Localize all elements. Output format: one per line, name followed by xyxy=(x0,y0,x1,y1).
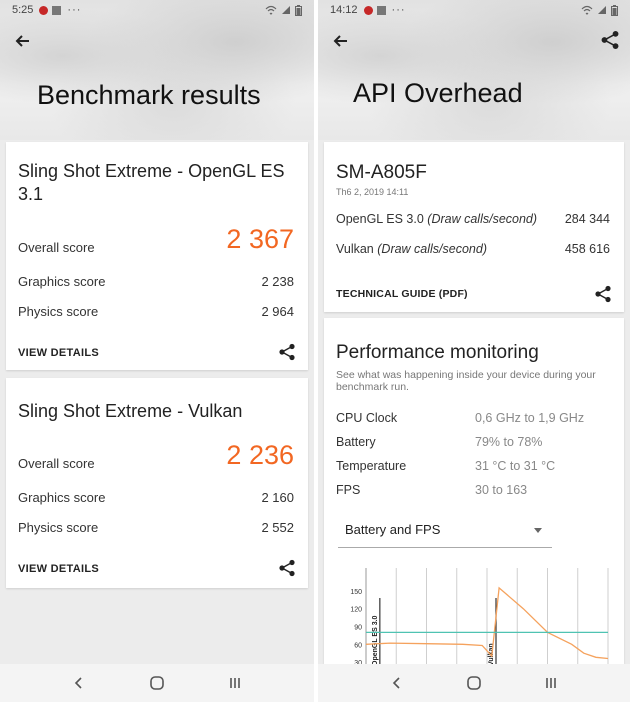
performance-monitoring-card: Performance monitoring See what was happ… xyxy=(324,318,624,668)
status-right-icons xyxy=(265,4,302,16)
right-screen: 14:12 ··· API Overhead SM-A805F Th6 2, 2… xyxy=(318,0,630,702)
screen-divider xyxy=(314,0,318,702)
status-bar: 14:12 ··· xyxy=(318,0,630,20)
battery-icon xyxy=(295,4,302,16)
physics-score-value: 2 552 xyxy=(261,520,294,535)
technical-guide-link[interactable]: TECHNICAL GUIDE (PDF) xyxy=(336,288,468,300)
image-icon xyxy=(376,5,386,15)
physics-score-label: Physics score xyxy=(18,520,99,535)
y-tick-label: 30 xyxy=(354,660,362,667)
test-date: Th6 2, 2019 14:11 xyxy=(336,187,409,197)
y-tick-label: 60 xyxy=(354,642,362,649)
share-icon[interactable] xyxy=(594,285,612,303)
metric-label: FPS xyxy=(336,483,361,497)
physics-score-row: Physics score 2 552 xyxy=(18,520,294,535)
wifi-icon xyxy=(265,5,277,15)
api-name: Vulkan xyxy=(336,242,374,256)
view-details-button[interactable]: VIEW DETAILS xyxy=(18,347,100,359)
graphics-score-row: Graphics score 2 160 xyxy=(18,490,294,505)
graphics-score-value: 2 238 xyxy=(261,274,294,289)
share-icon[interactable] xyxy=(278,343,296,361)
chart-metric-dropdown[interactable]: Battery and FPS xyxy=(338,514,552,548)
status-time: 14:12 xyxy=(330,4,358,16)
metric-value: 79% to 78% xyxy=(475,435,543,449)
api-result-row: OpenGL ES 3.0 (Draw calls/second) 284 34… xyxy=(336,212,610,226)
performance-heading: Performance monitoring xyxy=(336,342,539,363)
metric-value: 0,6 GHz to 1,9 GHz xyxy=(475,411,585,425)
overall-score-row: Overall score 2 236 xyxy=(18,440,294,471)
status-right-icons xyxy=(581,4,618,16)
wifi-icon xyxy=(581,5,593,15)
view-details-button[interactable]: VIEW DETAILS xyxy=(18,563,100,575)
nav-recents-icon[interactable] xyxy=(226,674,244,692)
signal-icon xyxy=(282,5,290,14)
share-icon[interactable] xyxy=(278,559,296,577)
api-name: OpenGL ES 3.0 xyxy=(336,212,424,226)
page-title: API Overhead xyxy=(353,78,523,108)
graphics-score-row: Graphics score 2 238 xyxy=(18,274,294,289)
image-icon xyxy=(52,5,62,15)
benchmark-title: Sling Shot Extreme - Vulkan xyxy=(18,401,243,421)
metric-value: 30 to 163 xyxy=(475,483,528,497)
nav-recents-icon[interactable] xyxy=(542,674,560,692)
benchmark-card-opengl: Sling Shot Extreme - OpenGL ES 3.1 Overa… xyxy=(6,142,308,370)
overall-score-label: Overall score xyxy=(18,456,95,471)
metric-label: Battery xyxy=(336,435,376,449)
status-more-dots: ··· xyxy=(391,4,406,16)
back-arrow-icon[interactable] xyxy=(330,30,352,52)
y-tick-label: 150 xyxy=(350,589,362,596)
graphics-score-label: Graphics score xyxy=(18,490,106,505)
hero-background xyxy=(318,0,630,140)
api-value: 284 344 xyxy=(564,212,610,226)
status-bar: 5:25 ··· xyxy=(0,0,314,20)
device-name: SM-A805F xyxy=(336,162,427,183)
metric-value: 31 °C to 31 °C xyxy=(475,459,556,473)
graphics-score-label: Graphics score xyxy=(18,274,106,289)
status-more-dots: ··· xyxy=(67,4,82,16)
overall-score-label: Overall score xyxy=(18,240,95,255)
performance-subtitle: See what was happening inside your devic… xyxy=(336,369,596,393)
chevron-down-icon xyxy=(534,528,542,533)
api-unit: (Draw calls/second) xyxy=(427,212,538,226)
api-overhead-card: SM-A805F Th6 2, 2019 14:11 OpenGL ES 3.0… xyxy=(324,142,624,312)
dropdown-selected-value: Battery and FPS xyxy=(345,522,441,537)
physics-score-label: Physics score xyxy=(18,304,99,319)
overall-score-value: 2 367 xyxy=(226,224,294,254)
battery-icon xyxy=(611,4,618,16)
left-screen: 5:25 ··· Benchmark results Sling Shot Ex… xyxy=(0,0,314,702)
overall-score-row: Overall score 2 367 xyxy=(18,224,294,255)
overall-score-value: 2 236 xyxy=(226,440,294,470)
api-value: 458 616 xyxy=(564,242,610,256)
notification-icon xyxy=(363,5,373,15)
series-line xyxy=(365,586,609,660)
share-icon[interactable] xyxy=(600,30,620,50)
benchmark-card-vulkan: Sling Shot Extreme - Vulkan Overall scor… xyxy=(6,378,308,588)
back-arrow-icon[interactable] xyxy=(12,30,34,52)
page-title: Benchmark results xyxy=(37,80,261,110)
metric-label: CPU Clock xyxy=(336,411,398,425)
api-result-row: Vulkan (Draw calls/second) 458 616 xyxy=(336,242,610,256)
navigation-bar xyxy=(0,664,314,702)
graphics-score-value: 2 160 xyxy=(261,490,294,505)
notification-icon xyxy=(39,5,49,15)
status-time: 5:25 xyxy=(12,4,34,16)
y-tick-label: 120 xyxy=(350,607,362,614)
marker-label: OpenGL ES 3.0 xyxy=(372,615,379,666)
nav-home-icon[interactable] xyxy=(148,674,166,692)
signal-icon xyxy=(598,5,606,14)
nav-back-icon[interactable] xyxy=(70,674,88,692)
y-tick-label: 90 xyxy=(354,624,362,631)
navigation-bar xyxy=(318,664,630,702)
benchmark-title: Sling Shot Extreme - OpenGL ES 3.1 xyxy=(18,161,285,204)
metric-label: Temperature xyxy=(336,459,407,473)
nav-back-icon[interactable] xyxy=(388,674,406,692)
physics-score-value: 2 964 xyxy=(261,304,294,319)
hero-background xyxy=(0,0,314,140)
nav-home-icon[interactable] xyxy=(465,674,483,692)
physics-score-row: Physics score 2 964 xyxy=(18,304,294,319)
api-unit: (Draw calls/second) xyxy=(377,242,488,256)
